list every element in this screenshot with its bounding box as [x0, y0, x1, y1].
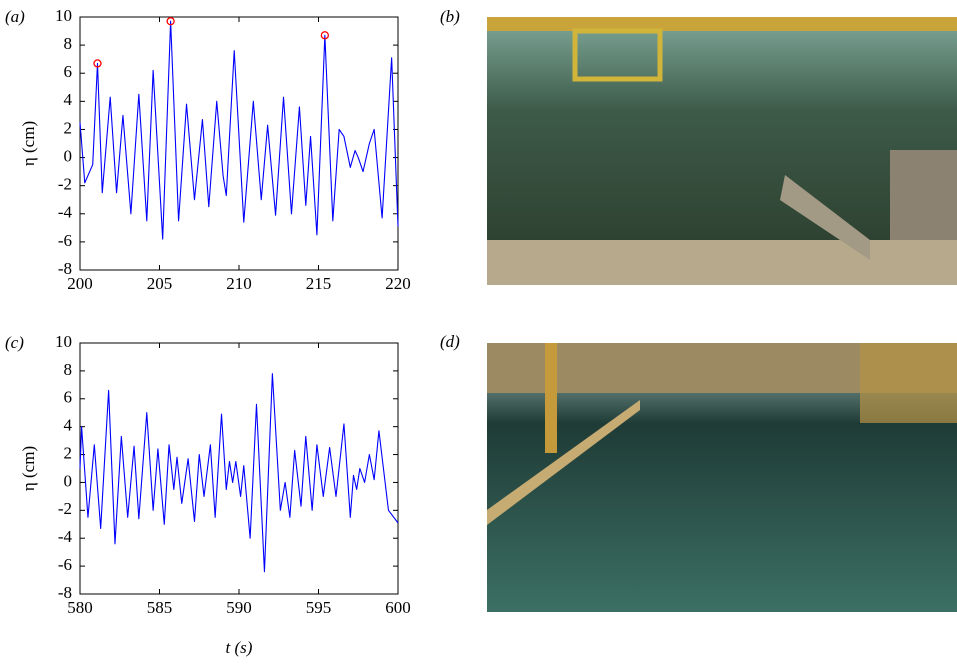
data-line: [79, 373, 399, 573]
x-tick-label: 215: [306, 274, 332, 293]
x-tick-label: 595: [306, 598, 332, 617]
x-tick-label: 220: [385, 274, 411, 293]
panel-label: (c): [5, 333, 24, 352]
y-tick-label: -4: [58, 527, 73, 546]
panel-label: (a): [5, 7, 25, 26]
y-axis-label: η (cm): [19, 121, 38, 166]
y-tick-label: -2: [58, 499, 72, 518]
y-tick-label: 4: [64, 90, 73, 109]
y-tick-label: 4: [64, 416, 73, 435]
x-tick-label: 585: [147, 598, 173, 617]
y-tick-label: 0: [64, 146, 73, 165]
y-tick-label: 6: [64, 388, 73, 407]
y-tick-label: -2: [58, 175, 72, 194]
y-tick-label: 10: [55, 332, 72, 351]
y-tick-label: 8: [64, 360, 73, 379]
photo-d: [487, 343, 957, 612]
y-tick-label: 6: [64, 62, 73, 81]
x-tick-label: 205: [147, 274, 173, 293]
y-tick-label: 8: [64, 34, 73, 53]
y-tick-label: 0: [64, 471, 73, 490]
y-tick-label: -8: [58, 583, 72, 602]
photo-b: [487, 17, 957, 285]
x-tick-label: 580: [67, 598, 93, 617]
y-tick-label: -4: [58, 203, 73, 222]
y-tick-label: 10: [55, 6, 72, 25]
peak-marker: [320, 31, 330, 40]
panel-label: (b): [440, 7, 460, 26]
y-tick-label: -6: [58, 231, 72, 250]
peak-marker: [166, 17, 175, 26]
panel-label: (d): [440, 332, 460, 351]
y-tick-label: 2: [64, 118, 73, 137]
x-tick-label: 200: [67, 274, 93, 293]
y-tick-label: 2: [64, 443, 73, 462]
x-tick-label: 600: [385, 598, 411, 617]
x-axis-label: t (s): [226, 638, 253, 657]
x-tick-label: 210: [226, 274, 252, 293]
y-tick-label: -8: [58, 259, 72, 278]
peak-marker: [93, 59, 102, 68]
y-axis-label: η (cm): [19, 446, 38, 491]
x-tick-label: 590: [226, 598, 252, 617]
y-tick-label: -6: [58, 555, 72, 574]
data-line: [79, 20, 399, 240]
plot-frame: [79, 342, 399, 595]
